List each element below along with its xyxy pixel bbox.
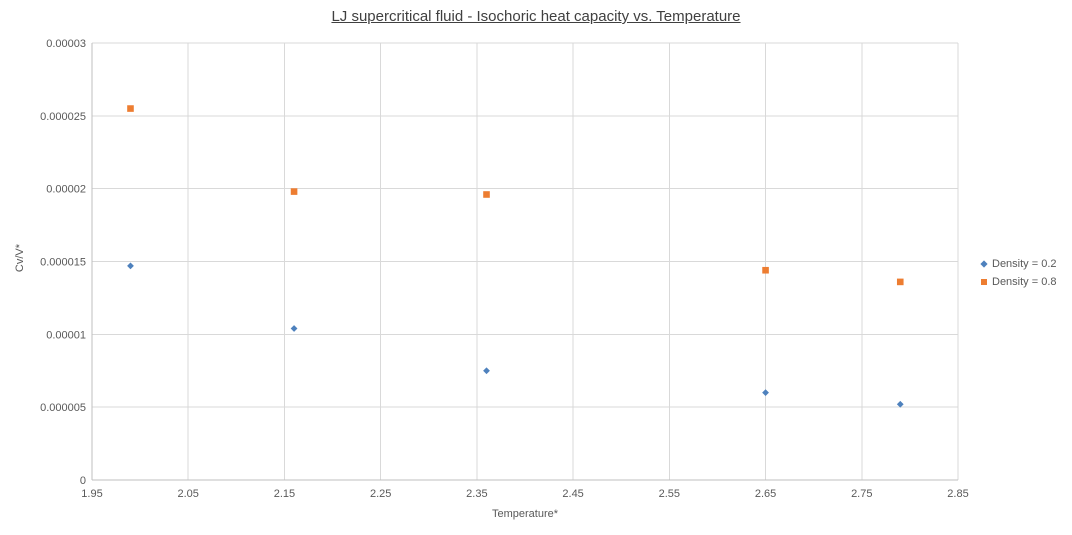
y-tick-label: 0.00002 <box>46 184 86 196</box>
y-tick-label: 0.000025 <box>40 111 86 123</box>
x-tick-label: 2.75 <box>851 488 872 500</box>
legend-item-series-0[interactable]: Density = 0.2 <box>980 258 1057 270</box>
legend-item-series-1[interactable]: Density = 0.8 <box>981 276 1057 288</box>
legend-label: Density = 0.2 <box>992 258 1057 270</box>
y-tick-label: 0.000015 <box>40 257 86 269</box>
x-tick-label: 1.95 <box>81 488 102 500</box>
x-tick-label: 2.55 <box>659 488 680 500</box>
data-point-series-1[interactable] <box>896 278 904 286</box>
data-point-series-1[interactable] <box>290 188 298 195</box>
legend-square-marker-icon <box>981 279 987 285</box>
data-point-series-1[interactable] <box>127 105 134 112</box>
x-tick-label: 2.35 <box>466 488 487 500</box>
x-tick-label: 2.65 <box>755 488 776 500</box>
x-tick-label: 2.05 <box>178 488 199 500</box>
chart-title: LJ supercritical fluid - Isochoric heat … <box>331 8 741 25</box>
data-point-series-0[interactable] <box>290 325 298 332</box>
data-point-series-0[interactable] <box>483 367 490 375</box>
data-point-series-1[interactable] <box>483 191 490 198</box>
x-tick-label: 2.15 <box>274 488 295 500</box>
data-point-series-0[interactable] <box>896 400 904 408</box>
data-point-series-0[interactable] <box>127 262 134 270</box>
x-tick-label: 2.25 <box>370 488 391 500</box>
y-tick-label: 0.00003 <box>46 38 86 50</box>
data-point-series-0[interactable] <box>762 389 769 396</box>
y-tick-label: 0.00001 <box>46 329 86 341</box>
legend-diamond-marker-icon <box>980 260 988 268</box>
legend-label: Density = 0.8 <box>992 276 1057 288</box>
y-tick-label: 0 <box>80 475 86 487</box>
data-point-series-1[interactable] <box>762 266 769 274</box>
x-tick-label: 2.45 <box>562 488 583 500</box>
y-axis-title: Cv/V* <box>14 243 26 273</box>
x-tick-label: 2.85 <box>947 488 968 500</box>
x-axis-title: Temperature* <box>491 508 559 520</box>
y-tick-label: 0.000005 <box>40 402 86 414</box>
legend: Density = 0.2 Density = 0.8 <box>980 258 1057 288</box>
